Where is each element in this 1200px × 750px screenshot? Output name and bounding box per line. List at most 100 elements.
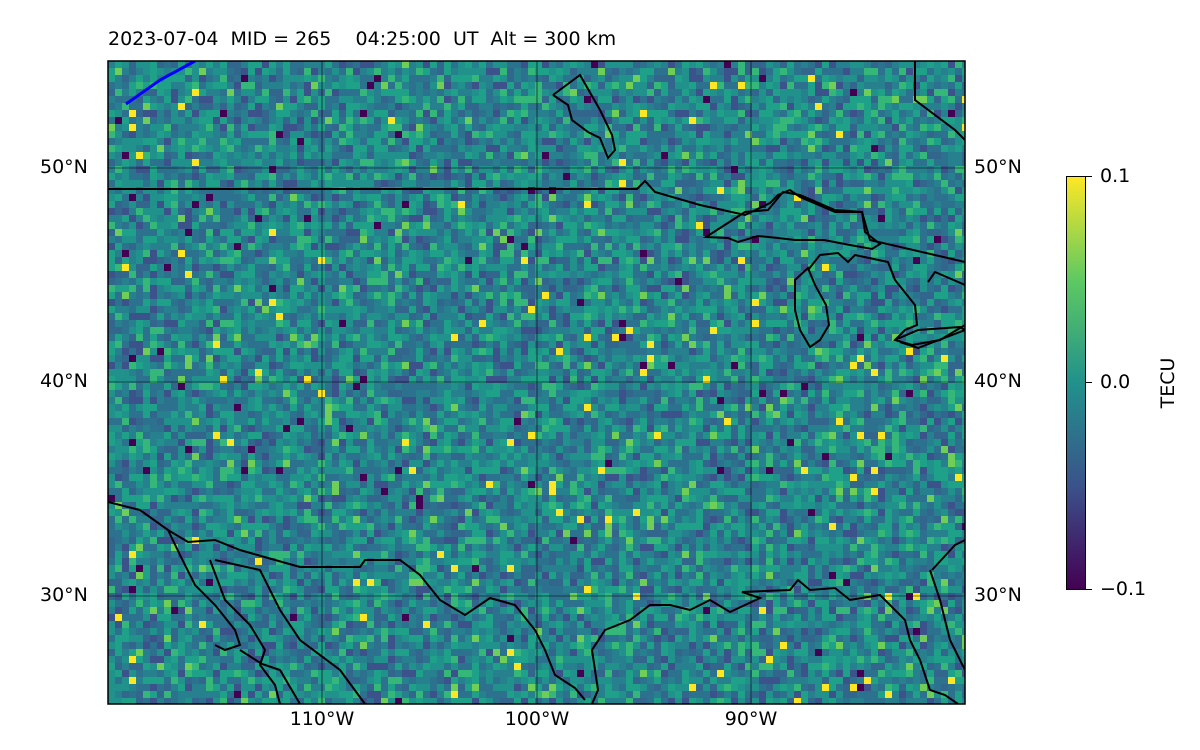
tec-pixel	[654, 229, 661, 236]
tec-pixel	[766, 96, 773, 103]
tec-pixel	[619, 152, 626, 159]
tec-pixel	[941, 131, 948, 138]
tec-pixel	[696, 285, 703, 292]
tec-pixel	[724, 82, 731, 89]
tec-pixel	[318, 117, 325, 124]
tec-pixel	[689, 320, 696, 327]
tec-pixel	[129, 313, 136, 320]
tec-pixel	[353, 166, 360, 173]
tec-pixel	[304, 173, 311, 180]
tec-pixel	[689, 250, 696, 257]
tec-pixel	[241, 250, 248, 257]
tec-pixel	[745, 117, 752, 124]
tec-pixel	[542, 250, 549, 257]
tec-pixel	[108, 334, 115, 341]
tec-pixel	[766, 138, 773, 145]
tec-pixel	[703, 285, 710, 292]
tec-pixel	[955, 117, 962, 124]
tec-pixel	[339, 278, 346, 285]
tec-pixel	[878, 110, 885, 117]
tec-pixel	[185, 131, 192, 138]
tec-pixel	[962, 264, 965, 271]
tec-pixel	[332, 96, 339, 103]
tec-pixel	[654, 208, 661, 215]
tec-pixel	[584, 159, 591, 166]
tec-pixel	[871, 110, 878, 117]
tec-pixel	[745, 215, 752, 222]
tec-pixel	[745, 131, 752, 138]
tec-pixel	[171, 180, 178, 187]
tec-pixel	[500, 229, 507, 236]
tec-pixel	[724, 131, 731, 138]
tec-pixel	[409, 194, 416, 201]
tec-pixel	[171, 327, 178, 334]
tec-pixel	[801, 285, 808, 292]
tec-pixel	[955, 327, 962, 334]
tec-pixel	[864, 243, 871, 250]
tec-pixel	[325, 313, 332, 320]
tec-pixel	[227, 152, 234, 159]
tec-pixel	[353, 229, 360, 236]
tec-pixel	[654, 117, 661, 124]
tec-pixel	[178, 187, 185, 194]
tec-pixel	[157, 299, 164, 306]
tec-pixel	[682, 131, 689, 138]
tec-pixel	[213, 124, 220, 131]
tec-pixel	[913, 306, 920, 313]
tec-pixel	[451, 278, 458, 285]
tec-pixel	[843, 131, 850, 138]
tec-pixel	[724, 159, 731, 166]
tec-pixel	[143, 96, 150, 103]
tec-pixel	[899, 236, 906, 243]
tec-pixel	[773, 138, 780, 145]
tec-pixel	[297, 89, 304, 96]
tec-pixel	[248, 82, 255, 89]
tec-pixel	[668, 124, 675, 131]
tec-pixel	[479, 264, 486, 271]
tec-pixel	[451, 180, 458, 187]
tec-pixel	[724, 166, 731, 173]
tec-pixel	[227, 131, 234, 138]
tec-pixel	[857, 159, 864, 166]
tec-pixel	[220, 187, 227, 194]
tec-pixel	[822, 271, 829, 278]
tec-pixel	[899, 61, 906, 68]
tec-pixel	[850, 222, 857, 229]
tec-pixel	[731, 68, 738, 75]
tec-pixel	[934, 117, 941, 124]
tec-pixel	[584, 194, 591, 201]
tec-pixel	[122, 341, 129, 348]
tec-pixel	[661, 61, 668, 68]
tec-pixel	[794, 103, 801, 110]
tec-pixel	[122, 215, 129, 222]
tec-pixel	[241, 82, 248, 89]
tec-pixel	[234, 68, 241, 75]
tec-pixel	[374, 250, 381, 257]
tec-pixel	[409, 243, 416, 250]
tec-pixel	[248, 229, 255, 236]
tec-pixel	[920, 306, 927, 313]
tec-pixel	[766, 313, 773, 320]
tec-pixel	[227, 222, 234, 229]
tec-pixel	[864, 166, 871, 173]
tec-pixel	[276, 89, 283, 96]
tec-pixel	[514, 138, 521, 145]
tec-pixel	[717, 278, 724, 285]
tec-pixel	[332, 145, 339, 152]
tec-pixel	[689, 215, 696, 222]
tec-pixel	[654, 264, 661, 271]
tec-pixel	[801, 68, 808, 75]
tec-pixel	[703, 327, 710, 334]
tec-pixel	[710, 166, 717, 173]
tec-pixel	[766, 222, 773, 229]
tec-pixel	[360, 110, 367, 117]
tec-pixel	[563, 278, 570, 285]
tec-pixel	[913, 124, 920, 131]
tec-pixel	[703, 222, 710, 229]
tec-pixel	[696, 299, 703, 306]
tec-pixel	[822, 82, 829, 89]
tec-pixel	[703, 264, 710, 271]
tec-pixel	[234, 285, 241, 292]
tec-pixel	[507, 173, 514, 180]
tec-pixel	[605, 201, 612, 208]
